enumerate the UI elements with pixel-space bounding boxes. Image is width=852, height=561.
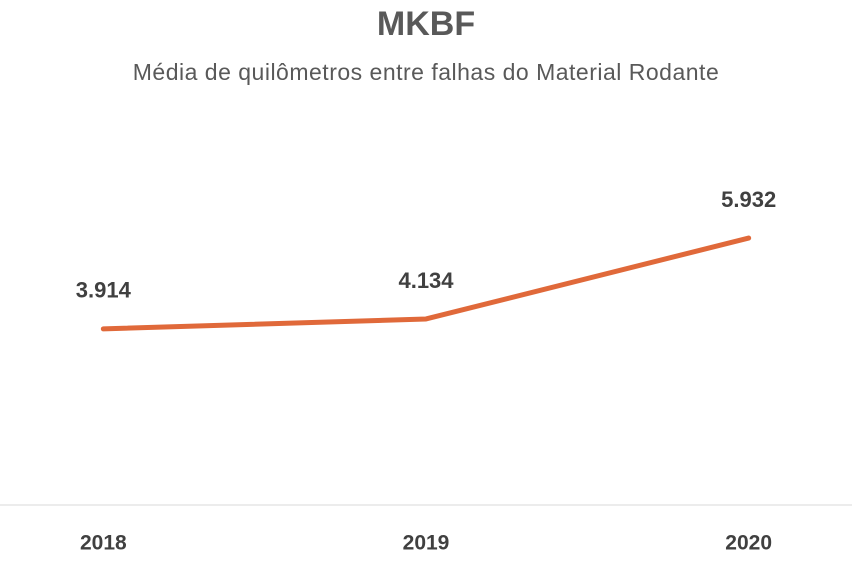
line	[100, 235, 752, 332]
chart-title: MKBF	[377, 5, 475, 43]
data-label: 5.932	[721, 187, 776, 212]
x-tick-label: 2018	[80, 532, 127, 555]
chart-subtitle: Média de quilômetros entre falhas do Mat…	[133, 59, 720, 85]
data-label: 3.914	[76, 278, 132, 303]
x-tick-label: 2019	[403, 532, 450, 555]
x-tick-label: 2020	[725, 532, 772, 555]
data-label: 4.134	[398, 268, 454, 293]
